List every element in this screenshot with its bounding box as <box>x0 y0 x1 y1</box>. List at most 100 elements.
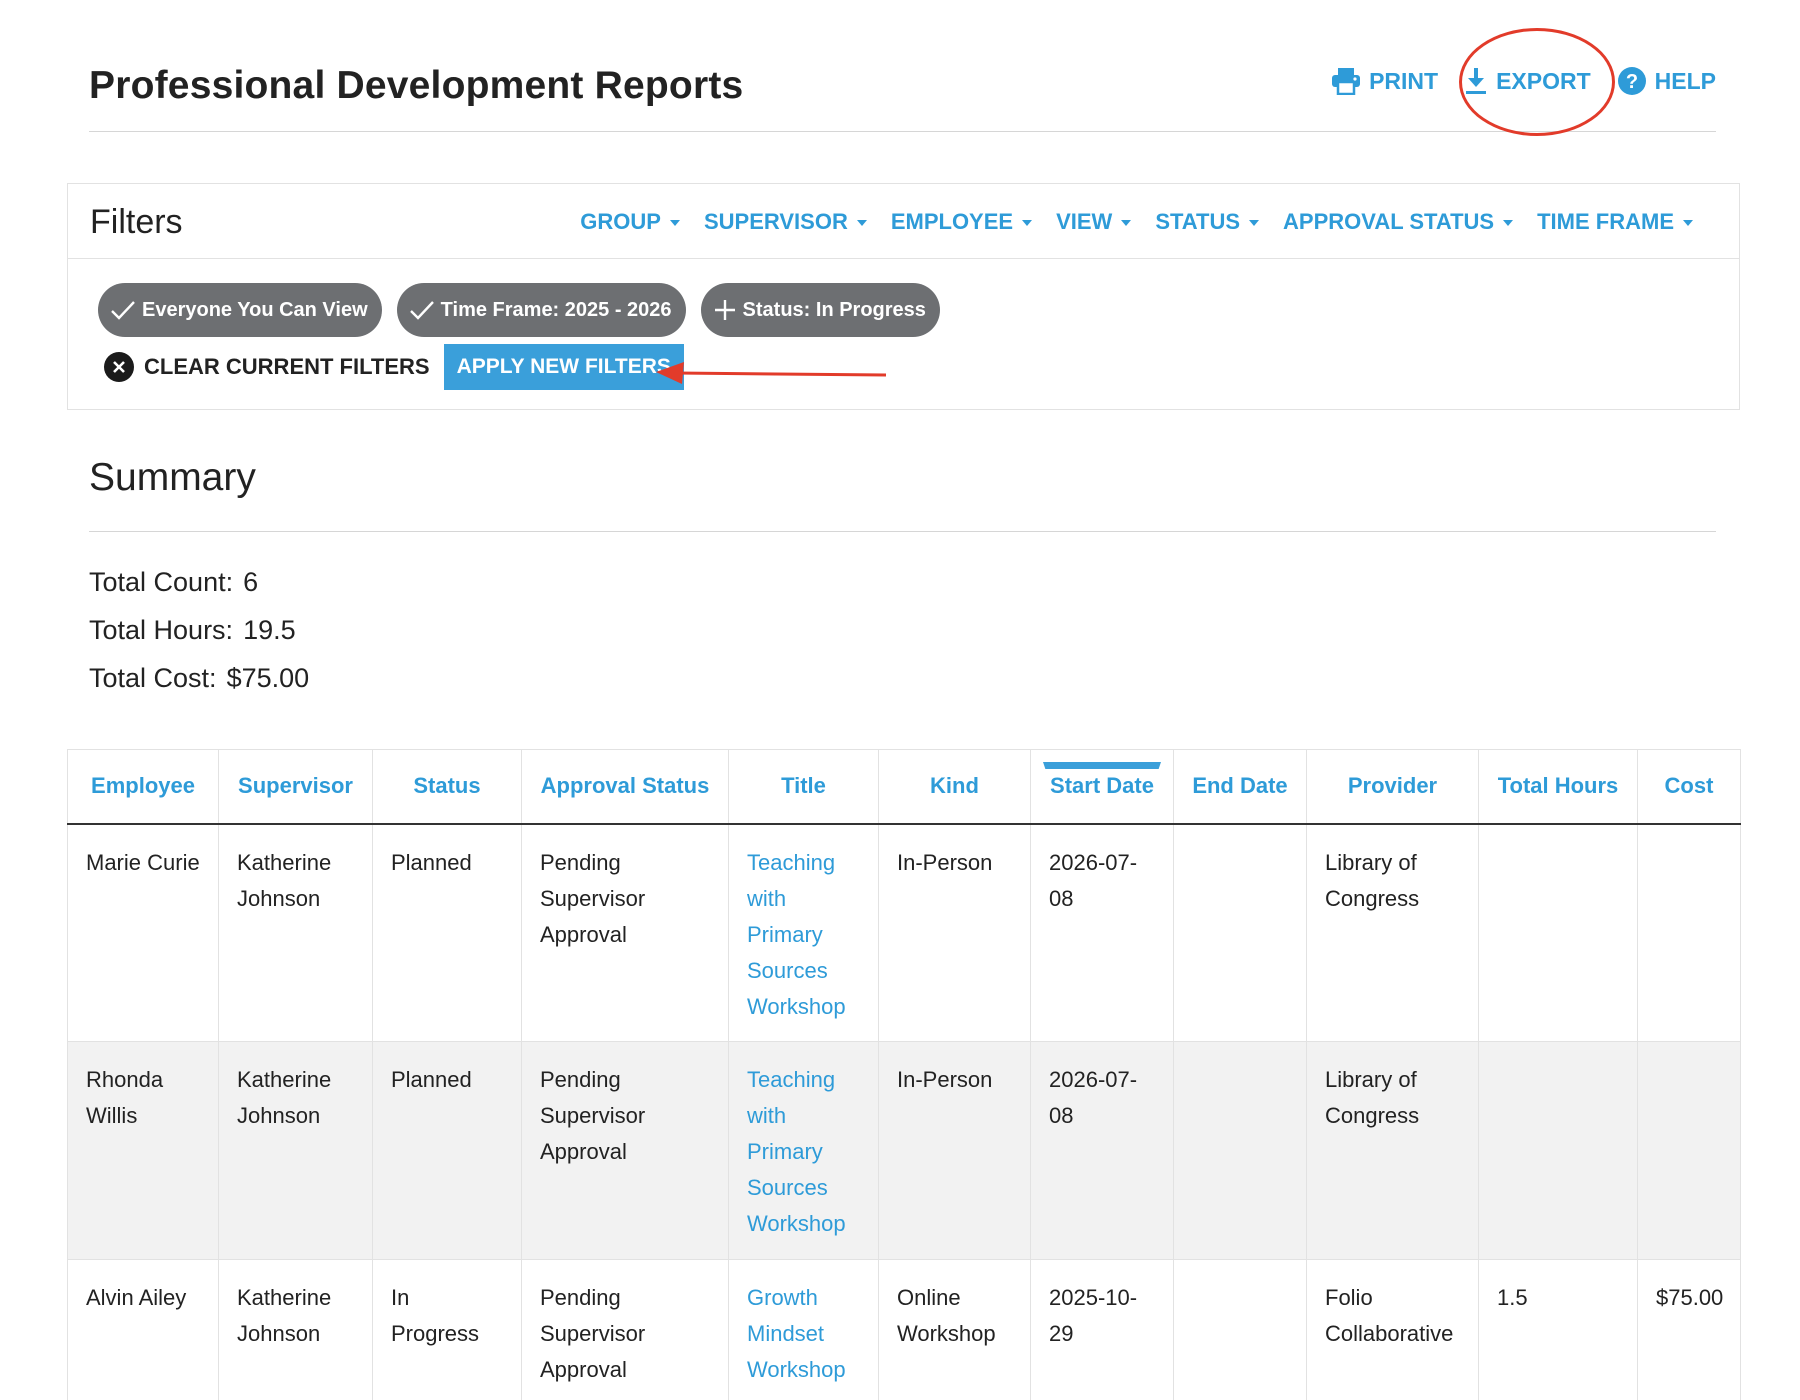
filter-menu-time-frame[interactable]: TIME FRAME <box>1537 209 1693 235</box>
filter-menu-view[interactable]: VIEW <box>1056 209 1132 235</box>
stat-label: Total Hours: <box>89 615 234 645</box>
stat-value: 19.5 <box>243 615 296 645</box>
filter-menu-group[interactable]: GROUP <box>580 209 680 235</box>
filter-chips: Everyone You Can View Time Frame: 2025 -… <box>98 283 940 337</box>
column-header-end-date[interactable]: End Date <box>1173 749 1307 825</box>
export-button[interactable]: EXPORT <box>1464 67 1591 95</box>
clear-filters-button[interactable]: CLEAR CURRENT FILTERS <box>104 352 430 382</box>
column-header-employee[interactable]: Employee <box>67 749 219 825</box>
cell-supervisor: Katherine Johnson <box>218 1041 373 1260</box>
cell-employee: Alvin Ailey <box>67 1259 219 1400</box>
check-icon <box>409 299 435 321</box>
report-table-container: Employee Supervisor Status Approval Stat… <box>67 749 1741 1400</box>
column-header-provider[interactable]: Provider <box>1306 749 1479 825</box>
cell-cost <box>1637 1041 1741 1260</box>
filter-menu-approval-status[interactable]: APPROVAL STATUS <box>1283 209 1514 235</box>
chip-label: Time Frame: 2025 - 2026 <box>440 298 672 321</box>
cell-kind: In-Person <box>878 823 1031 1042</box>
cell-total-hours <box>1478 823 1638 1042</box>
cell-kind: In-Person <box>878 1041 1031 1260</box>
svg-text:?: ? <box>1626 71 1638 93</box>
cell-provider: Library of Congress <box>1306 823 1479 1042</box>
cell-cost: $75.00 <box>1637 1259 1741 1400</box>
caret-down-icon <box>1503 220 1514 226</box>
cell-total-hours: 1.5 <box>1478 1259 1638 1400</box>
cell-end-date <box>1173 1041 1307 1260</box>
printer-icon <box>1331 67 1361 95</box>
filter-chip-everyone[interactable]: Everyone You Can View <box>98 283 382 337</box>
stat-total-hours: Total Hours: 19.5 <box>89 615 296 646</box>
title-link[interactable]: Growth Mindset Workshop <box>747 1285 846 1382</box>
print-button[interactable]: PRINT <box>1331 67 1438 95</box>
table-header-row: Employee Supervisor Status Approval Stat… <box>67 749 1741 825</box>
plus-icon <box>713 298 737 322</box>
caret-down-icon <box>1249 220 1260 226</box>
cell-status: In Progress <box>372 1259 522 1400</box>
cell-approval-status: Pending Supervisor Approval <box>521 823 729 1042</box>
title-link[interactable]: Teaching with Primary Sources Workshop <box>747 1067 846 1236</box>
cell-status: Planned <box>372 1041 522 1260</box>
stat-value: 6 <box>243 567 259 597</box>
cell-employee: Rhonda Willis <box>67 1041 219 1260</box>
filter-menu-label: STATUS <box>1155 209 1241 234</box>
stat-total-count: Total Count: 6 <box>89 567 258 598</box>
cell-status: Planned <box>372 823 522 1042</box>
stat-label: Total Count: <box>89 567 234 597</box>
column-header-supervisor[interactable]: Supervisor <box>218 749 373 825</box>
stat-total-cost: Total Cost: $75.00 <box>89 663 309 694</box>
caret-down-icon <box>856 220 867 226</box>
cell-employee: Marie Curie <box>67 823 219 1042</box>
filter-menu-label: EMPLOYEE <box>890 209 1014 234</box>
filter-menu-status[interactable]: STATUS <box>1155 209 1260 235</box>
cell-provider: Library of Congress <box>1306 1041 1479 1260</box>
clear-filters-label: CLEAR CURRENT FILTERS <box>144 354 430 379</box>
cell-title: Teaching with Primary Sources Workshop <box>728 823 879 1042</box>
filter-chip-time-frame[interactable]: Time Frame: 2025 - 2026 <box>396 283 686 337</box>
download-icon <box>1464 67 1488 95</box>
help-label: HELP <box>1654 67 1716 94</box>
summary-divider <box>89 531 1716 532</box>
filters-title: Filters <box>90 203 183 241</box>
cell-end-date <box>1173 823 1307 1042</box>
summary-title: Summary <box>89 456 256 499</box>
filter-menus: GROUP SUPERVISOR EMPLOYEE VIEW STATUS AP… <box>580 209 1693 235</box>
export-label: EXPORT <box>1496 67 1591 94</box>
column-header-approval-status[interactable]: Approval Status <box>521 749 729 825</box>
sort-indicator <box>1043 762 1161 769</box>
column-header-cost[interactable]: Cost <box>1637 749 1741 825</box>
apply-filters-button[interactable]: APPLY NEW FILTERS <box>443 344 684 390</box>
filter-menu-label: APPROVAL STATUS <box>1283 209 1495 234</box>
cell-supervisor: Katherine Johnson <box>218 823 373 1042</box>
table-row: Alvin Ailey Katherine Johnson In Progres… <box>67 1259 1741 1400</box>
column-header-label: Start Date <box>1050 773 1154 799</box>
header-actions: PRINT EXPORT ? HELP <box>1331 66 1716 96</box>
filter-menu-label: VIEW <box>1056 209 1113 234</box>
filter-chip-status[interactable]: Status: In Progress <box>700 283 940 337</box>
chip-label: Everyone You Can View <box>142 298 368 321</box>
cell-approval-status: Pending Supervisor Approval <box>521 1041 729 1260</box>
cell-cost <box>1637 823 1741 1042</box>
filter-menu-label: SUPERVISOR <box>703 209 848 234</box>
close-circle-icon <box>104 352 134 382</box>
filter-menu-employee[interactable]: EMPLOYEE <box>890 209 1033 235</box>
cell-kind: Online Workshop <box>878 1259 1031 1400</box>
column-header-kind[interactable]: Kind <box>878 749 1031 825</box>
filters-panel: Filters GROUP SUPERVISOR EMPLOYEE VIEW S… <box>67 183 1740 410</box>
help-button[interactable]: ? HELP <box>1617 66 1716 96</box>
cell-end-date <box>1173 1259 1307 1400</box>
column-header-start-date[interactable]: Start Date <box>1030 749 1174 825</box>
caret-down-icon <box>1121 220 1132 226</box>
table-row: Rhonda Willis Katherine Johnson Planned … <box>67 1041 1741 1260</box>
title-link[interactable]: Teaching with Primary Sources Workshop <box>747 849 846 1019</box>
stat-value: $75.00 <box>226 663 310 693</box>
print-label: PRINT <box>1369 67 1439 94</box>
column-header-total-hours[interactable]: Total Hours <box>1478 749 1638 825</box>
page-title: Professional Development Reports <box>89 64 744 107</box>
cell-title: Teaching with Primary Sources Workshop <box>728 1041 879 1260</box>
report-table: Employee Supervisor Status Approval Stat… <box>67 749 1741 1400</box>
column-header-status[interactable]: Status <box>372 749 522 825</box>
column-header-title[interactable]: Title <box>728 749 879 825</box>
caret-down-icon <box>1683 220 1693 226</box>
filter-menu-supervisor[interactable]: SUPERVISOR <box>704 209 867 235</box>
help-circle-icon: ? <box>1617 66 1647 96</box>
